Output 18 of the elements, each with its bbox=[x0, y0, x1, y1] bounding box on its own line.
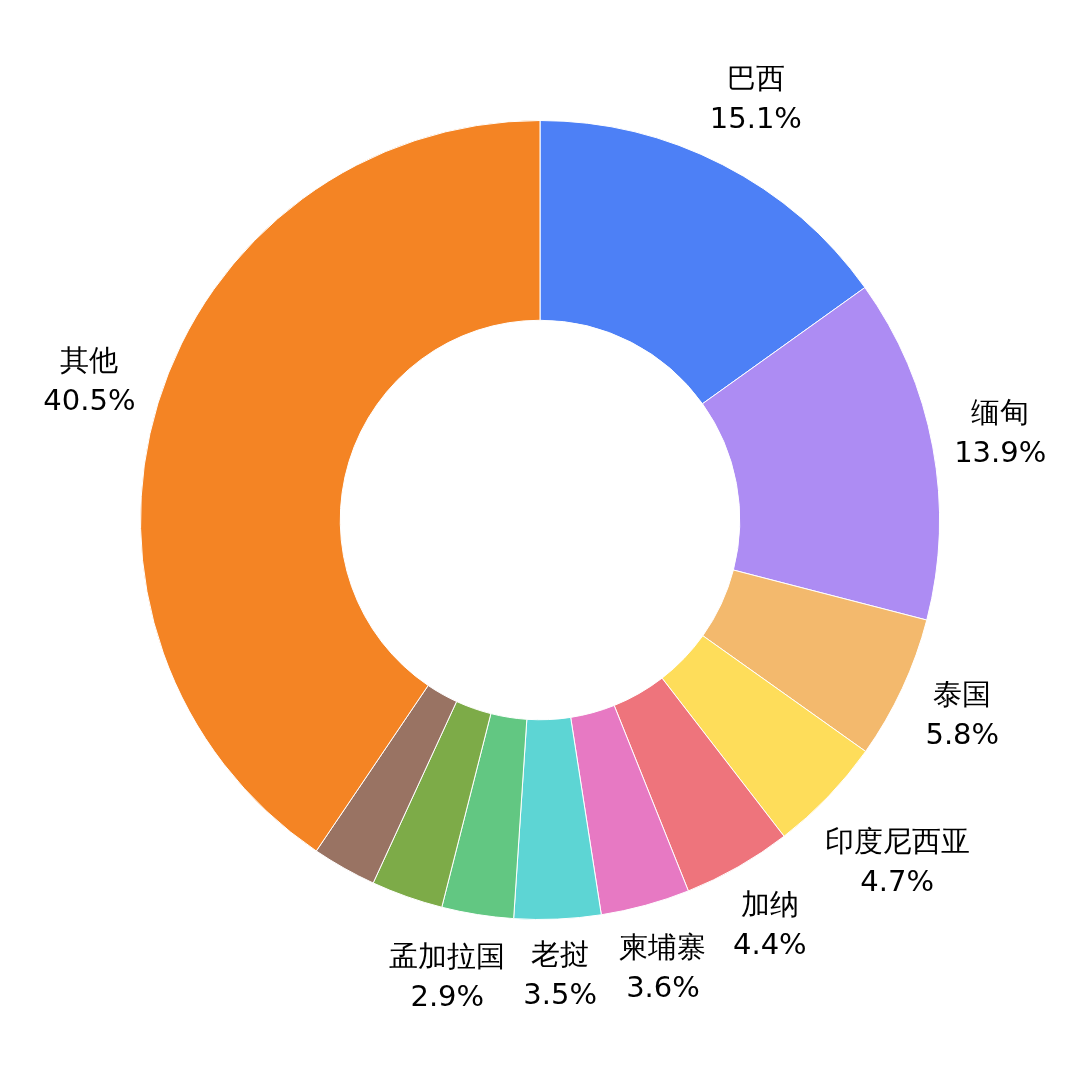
slice-label: 印度尼西亚 bbox=[824, 823, 970, 858]
slice-label: 缅甸 bbox=[971, 394, 1030, 429]
slice-label: 老挝 bbox=[531, 937, 590, 972]
data-label: 13.9% bbox=[954, 434, 1047, 469]
data-label: 4.7% bbox=[860, 863, 935, 898]
data-label: 2.9% bbox=[410, 978, 485, 1013]
data-label: 3.6% bbox=[626, 969, 700, 1004]
data-label: 3.5% bbox=[523, 977, 597, 1012]
slice-label: 柬埔寨 bbox=[619, 929, 707, 964]
data-label: 15.1% bbox=[709, 100, 802, 135]
data-label: 4.4% bbox=[733, 927, 807, 962]
slice-label: 泰国 bbox=[933, 677, 992, 712]
slice-label: 加纳 bbox=[740, 887, 799, 922]
slice-label: 孟加拉国 bbox=[389, 938, 506, 973]
slice-label: 其他 bbox=[60, 342, 119, 377]
data-label: 5.8% bbox=[925, 717, 1000, 752]
slice-label: 巴西 bbox=[726, 60, 785, 95]
data-label: 40.5% bbox=[43, 382, 136, 417]
